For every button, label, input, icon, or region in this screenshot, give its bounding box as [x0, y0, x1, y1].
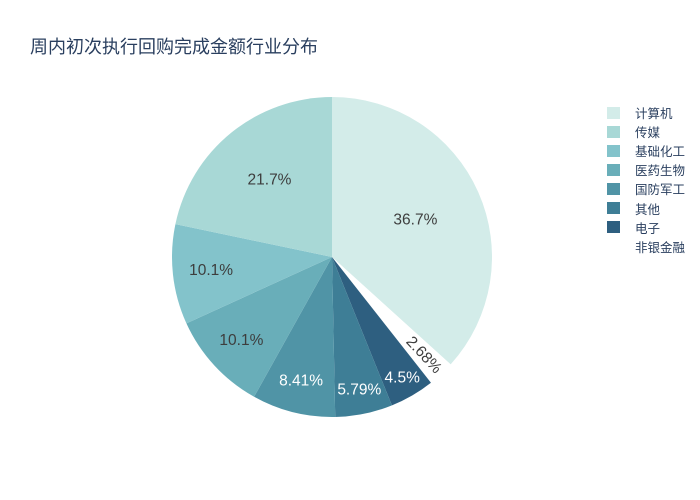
pie-slice-传媒[interactable] [175, 97, 332, 257]
legend-label-非银金融: 非银金融 [635, 240, 686, 255]
legend-item-国防军工[interactable]: 国防军工 [607, 179, 685, 198]
legend-swatch-基础化工 [607, 144, 620, 157]
pie-label-医药生物: 10.1% [219, 332, 263, 349]
pie-slice-国防军工[interactable] [254, 257, 336, 418]
pie-slice-电子[interactable] [332, 257, 431, 406]
legend-swatch-国防军工 [607, 182, 620, 195]
pie-label-计算机: 36.7% [393, 212, 437, 229]
pie-slice-医药生物[interactable] [186, 257, 332, 397]
legend-label-其他: 其他 [635, 202, 661, 217]
pie-label-传媒: 21.7% [248, 172, 292, 189]
legend: 计算机传媒基础化工医药生物国防军工其他电子非银金融 [607, 103, 685, 256]
legend-item-传媒[interactable]: 传媒 [607, 122, 685, 141]
legend-swatch-电子 [607, 221, 620, 234]
pie-slice-基础化工[interactable] [172, 224, 332, 324]
legend-swatch-传媒 [607, 125, 620, 138]
legend-item-计算机[interactable]: 计算机 [607, 103, 685, 122]
legend-swatch-医药生物 [607, 163, 620, 176]
legend-label-电子: 电子 [635, 221, 661, 236]
legend-label-国防军工: 国防军工 [635, 183, 686, 198]
legend-label-基础化工: 基础化工 [635, 145, 686, 160]
legend-item-电子[interactable]: 电子 [607, 218, 685, 237]
legend-swatch-其他 [607, 202, 620, 215]
chart-title: 周内初次执行回购完成金额行业分布 [30, 37, 318, 57]
pie-slice-其他[interactable] [332, 257, 392, 417]
pie-label-其他: 5.79% [337, 382, 381, 399]
legend-swatch-计算机 [607, 106, 620, 119]
legend-swatch-非银金融 [607, 240, 620, 253]
pie-label-电子: 4.5% [385, 370, 421, 387]
pie-slice-计算机[interactable] [332, 97, 492, 365]
legend-label-医药生物: 医药生物 [635, 164, 686, 179]
legend-item-基础化工[interactable]: 基础化工 [607, 141, 685, 160]
pie-label-基础化工: 10.1% [189, 262, 233, 279]
legend-item-医药生物[interactable]: 医药生物 [607, 160, 685, 179]
legend-item-其他[interactable]: 其他 [607, 198, 685, 217]
legend-item-非银金融[interactable]: 非银金融 [607, 237, 685, 256]
legend-label-计算机: 计算机 [635, 107, 673, 122]
legend-label-传媒: 传媒 [635, 126, 661, 141]
pie-slice-非银金融[interactable] [332, 257, 451, 383]
pie-label-国防军工: 8.41% [279, 373, 323, 390]
